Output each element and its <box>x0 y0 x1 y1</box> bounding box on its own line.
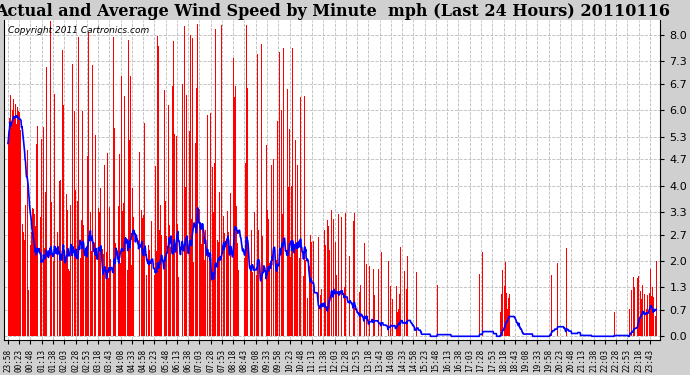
Text: Copyright 2011 Cartronics.com: Copyright 2011 Cartronics.com <box>8 26 149 35</box>
Title: Actual and Average Wind Speed by Minute  mph (Last 24 Hours) 20110116: Actual and Average Wind Speed by Minute … <box>0 3 670 20</box>
